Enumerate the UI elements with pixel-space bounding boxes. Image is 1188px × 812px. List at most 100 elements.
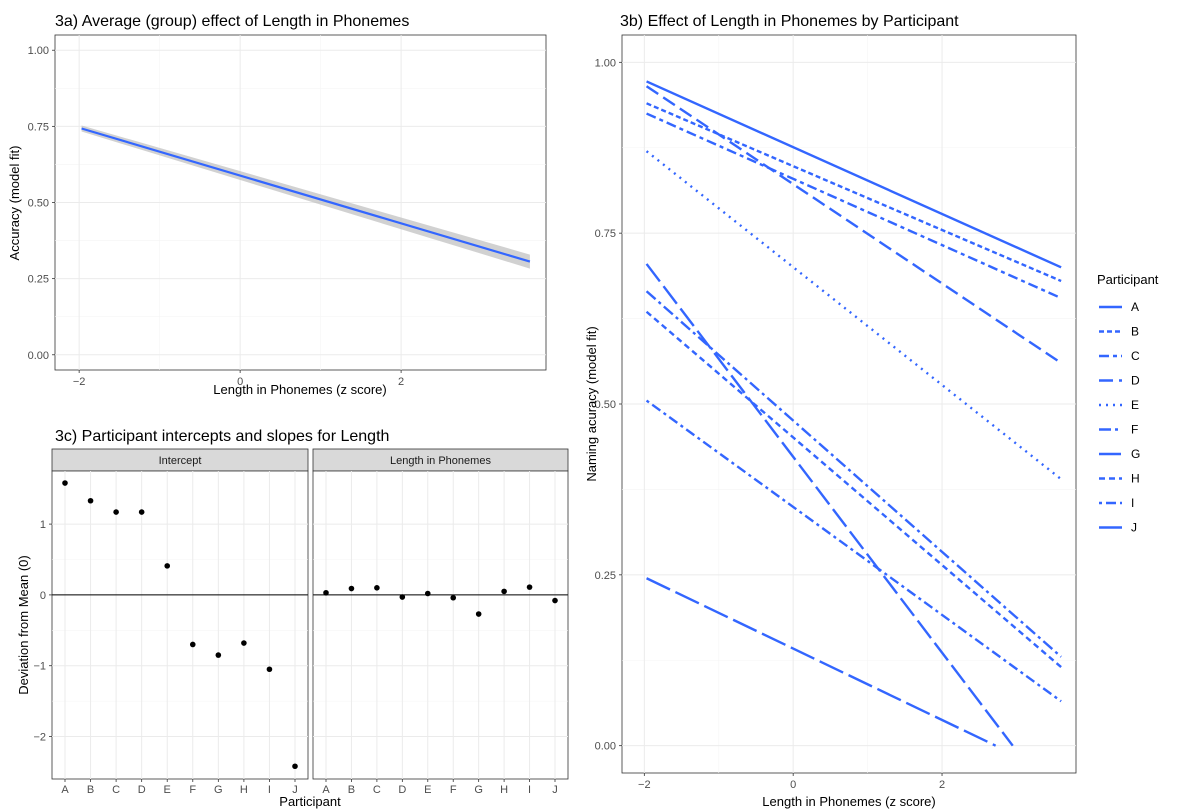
point-c [374, 585, 380, 591]
x-tick-label: B [348, 784, 355, 796]
panel-3c-x-axis-title: Participant [279, 794, 341, 809]
point-b [87, 497, 94, 504]
legend-label-f: F [1131, 423, 1138, 437]
y-tick-label: 0 [40, 590, 46, 602]
legend-label-b: B [1131, 325, 1139, 339]
x-tick-label: G [214, 784, 223, 796]
x-tick-label: J [292, 784, 298, 796]
y-tick-label: 0.00 [28, 350, 49, 362]
x-tick-label: A [61, 784, 69, 796]
participant-line-c [646, 112, 1062, 300]
point-a [62, 480, 68, 486]
panel-3a-title: 3a) Average (group) effect of Length in … [55, 13, 409, 30]
point-j [552, 597, 558, 604]
x-tick-label: H [500, 784, 508, 796]
legend-label-j: J [1131, 521, 1137, 535]
point-g [215, 652, 222, 658]
participant-line-d [645, 85, 1062, 364]
x-tick-label: C [112, 784, 120, 796]
panel-3b-y-axis-title: Naming acuracy (model fit) [584, 326, 599, 481]
x-tick-label: D [398, 784, 406, 796]
x-tick-label: I [528, 784, 531, 796]
panel-3a-ticks: 0.00 0.25 0.50 0.75 1.00 −2 0 2 [28, 45, 405, 388]
y-tick-label: 0.00 [595, 741, 616, 753]
legend-label-g: G [1131, 447, 1140, 461]
panel-3c: 3c) Participant intercepts and slopes fo… [16, 428, 569, 809]
panel-3b-x-axis-title: Length in Phonemes (z score) [762, 794, 935, 809]
y-tick-label: −2 [33, 732, 46, 744]
point-h [501, 588, 507, 595]
panel-3b: 3b) Effect of Length in Phonemes by Part… [584, 13, 1159, 809]
x-tick-label: F [189, 784, 196, 796]
point-d [138, 509, 145, 515]
facet-panel-length [312, 470, 569, 780]
legend-label-i: I [1131, 496, 1134, 510]
panel-3c-points [62, 480, 558, 770]
y-tick-label: 0.50 [595, 399, 616, 411]
panel-3c-title: 3c) Participant intercepts and slopes fo… [55, 428, 389, 445]
panel-3b-participant-lines [645, 80, 1062, 747]
x-tick-label: F [450, 784, 457, 796]
x-tick-label: H [240, 784, 248, 796]
point-a [323, 589, 329, 596]
point-i [526, 584, 533, 590]
x-tick-label: 2 [398, 376, 404, 388]
x-tick-label: G [474, 784, 483, 796]
legend-label-d: D [1131, 374, 1140, 388]
x-tick-label: B [87, 784, 94, 796]
point-e [424, 590, 431, 597]
x-tick-label: −2 [73, 376, 86, 388]
x-tick-label: 2 [939, 779, 945, 791]
participant-line-i [645, 399, 1062, 703]
y-tick-label: 0.25 [28, 274, 49, 286]
legend-title: Participant [1097, 272, 1159, 287]
x-tick-label: C [373, 784, 381, 796]
point-i [266, 666, 273, 673]
participant-line-g [645, 263, 1014, 747]
y-tick-label: 0.75 [28, 121, 49, 133]
legend-label-a: A [1131, 300, 1139, 314]
x-tick-label: A [322, 784, 330, 796]
y-tick-label: −1 [33, 661, 46, 673]
y-tick-label: 1 [40, 519, 46, 531]
point-b [348, 585, 355, 592]
x-tick-label: −2 [638, 779, 651, 791]
point-d [399, 594, 406, 600]
x-tick-label: 0 [237, 376, 243, 388]
y-tick-label: 1.00 [28, 45, 49, 57]
y-tick-label: 0.25 [595, 570, 616, 582]
panel-3b-title: 3b) Effect of Length in Phonemes by Part… [620, 13, 959, 30]
legend-label-e: E [1131, 398, 1139, 412]
panel-3b-grid [622, 35, 1076, 773]
facet-strip-intercept-label: Intercept [159, 455, 202, 467]
facet-panel-intercept [51, 470, 309, 780]
participant-line-f [645, 290, 1062, 658]
x-tick-label: E [424, 784, 431, 796]
point-e [164, 563, 171, 569]
panel-3b-ticks: 0.00 0.25 0.50 0.75 1.00 −2 0 2 [595, 57, 946, 791]
x-tick-label: E [164, 784, 171, 796]
legend-label-c: C [1131, 349, 1140, 363]
x-tick-label: J [552, 784, 558, 796]
x-tick-label: 0 [790, 779, 796, 791]
point-f [450, 594, 457, 601]
x-tick-label: I [268, 784, 271, 796]
y-tick-label: 0.75 [595, 228, 616, 240]
point-c [113, 509, 119, 515]
participant-line-j [646, 577, 997, 747]
panel-3a-fit-line [81, 127, 531, 263]
panel-3a: 3a) Average (group) effect of Length in … [7, 13, 547, 397]
panel-3c-ticks: A B C D E F G H I J A B C D E F G H I J −2 −1 0 1 [33, 519, 557, 796]
legend-label-h: H [1131, 472, 1140, 486]
panel-3a-x-axis-title: Length in Phonemes (z score) [213, 382, 386, 397]
panel-3a-grid [55, 35, 546, 370]
participant-line-a [646, 80, 1062, 269]
y-tick-label: 0.50 [28, 198, 49, 210]
panel-3a-y-axis-title: Accuracy (model fit) [7, 146, 22, 261]
point-f [189, 641, 196, 648]
participant-line-h [645, 310, 1062, 668]
point-h [241, 640, 247, 646]
facet-strip-length-label: Length in Phonemes [390, 455, 491, 467]
